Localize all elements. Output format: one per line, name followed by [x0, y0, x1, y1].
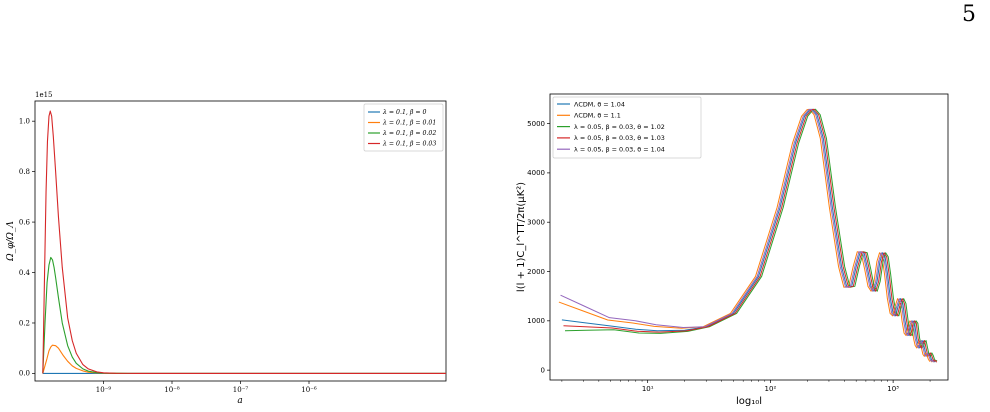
y-tick-label: 0: [541, 366, 545, 374]
legend: ΛCDM, θ = 1.04 ΛCDM, θ = 1.1 λ = 0.05, β =…: [552, 96, 702, 159]
x-tick-label: 10⁻⁷: [233, 386, 249, 394]
y-tick-label: 2000: [527, 268, 545, 276]
legend-label: λ = 0.05, β = 0.03, θ = 1.03: [574, 134, 665, 142]
series-line-1: [558, 108, 933, 363]
x-tick-label: 10⁻⁸: [164, 386, 180, 394]
y-tick-label: 4000: [527, 169, 545, 177]
y-tick-label: 3000: [527, 219, 545, 227]
y-tick-label: 0.6: [19, 218, 31, 226]
series-line-3: [563, 108, 938, 363]
x-tick-label: 10³: [887, 385, 899, 393]
legend-label: ΛCDM, θ = 1.1: [574, 112, 621, 120]
legend-label: λ = 0.1, β = 0.03: [382, 141, 436, 148]
y-axis-label: l(l + 1)C_l^TT/2π(μK²): [516, 182, 527, 292]
legend-label: λ = 0.05, β = 0.03, θ = 1.02: [574, 123, 665, 131]
y-tick-label: 0.0: [19, 370, 30, 378]
x-axis-label: a: [237, 396, 242, 406]
series-line-1: [42, 344, 446, 374]
y-tick-label: 0.8: [19, 168, 30, 176]
y-tick-label: 1.0: [19, 117, 30, 125]
y-tick-label: 5000: [527, 120, 545, 128]
series-line-2: [42, 256, 446, 374]
legend-box: [552, 96, 702, 159]
series-line-0: [561, 108, 936, 363]
series-line-4: [560, 108, 935, 363]
legend-label: λ = 0.1, β = 0.01: [382, 120, 436, 127]
cmb-power-spectrum-chart: log₁₀l l(l + 1)C_l^TT/2π(μK²) 0 1000 2000 3…: [516, 93, 949, 407]
x-axis-label: log₁₀l: [736, 396, 762, 407]
page-number: 5: [962, 2, 976, 27]
y-tick-label: 1000: [527, 317, 545, 325]
x-tick-label: 10⁻⁹: [96, 386, 112, 394]
scalar-field-density-chart: 1e15 a Ω_φ/Ω_Λ 0.0 0.2 0.4 0.6 0.8 1.0 10⁻⁹ 10⁻…: [6, 91, 447, 406]
legend-box: [363, 103, 444, 152]
x-tick-label: 10²: [765, 385, 777, 393]
series-line-2: [564, 108, 938, 362]
legend: λ = 0.1, β = 0 λ = 0.1, β = 0.01 λ = 0.1, …: [363, 103, 444, 152]
legend-label: λ = 0.05, β = 0.03, θ = 1.04: [574, 146, 665, 154]
y-tick-label: 0.2: [19, 319, 30, 327]
legend-label: ΛCDM, θ = 1.04: [574, 100, 625, 108]
x-tick-label: 10¹: [642, 385, 654, 393]
offset-label: 1e15: [35, 91, 53, 99]
legend-label: λ = 0.1, β = 0: [382, 109, 427, 116]
x-tick-label: 10⁻⁶: [301, 386, 317, 394]
series-line-3: [42, 110, 446, 374]
plot-frame: [549, 93, 949, 381]
y-tick-label: 0.4: [19, 269, 31, 277]
legend-label: λ = 0.1, β = 0.02: [382, 130, 436, 137]
y-axis-label: Ω_φ/Ω_Λ: [6, 221, 16, 262]
